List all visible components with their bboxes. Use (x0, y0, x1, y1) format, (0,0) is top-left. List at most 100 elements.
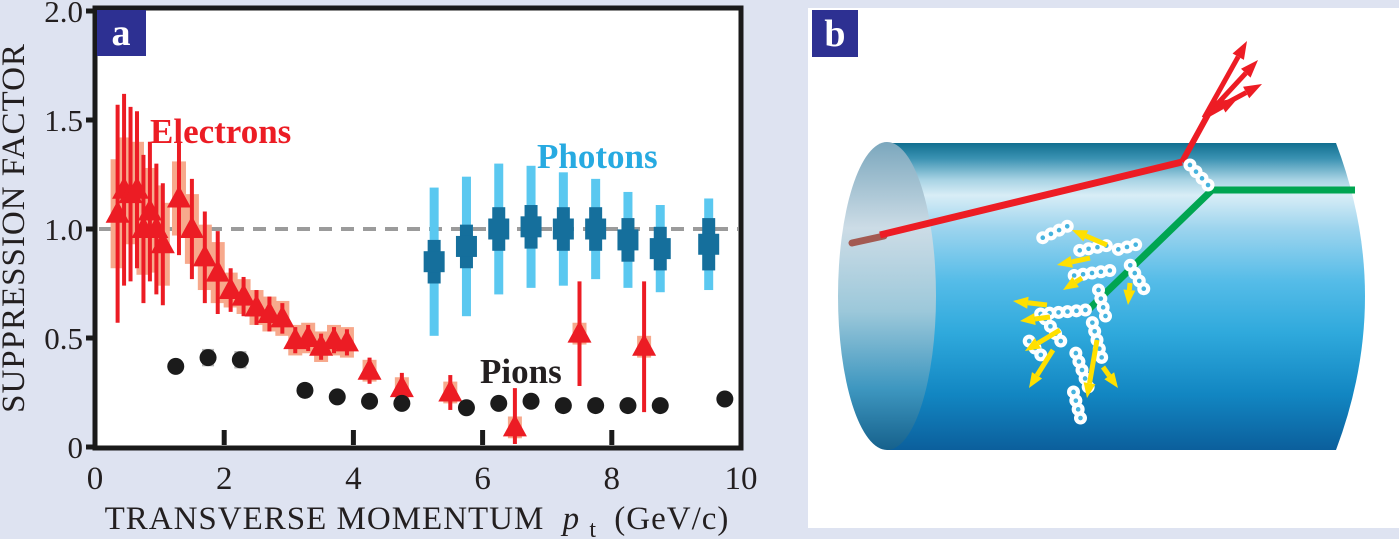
radiated-gluon-arrow-head (1083, 382, 1096, 398)
pion-point (199, 349, 217, 367)
coil-hole (1132, 270, 1138, 276)
pion-point (490, 394, 508, 412)
beam-stub (848, 232, 888, 247)
jet-arrow (1201, 55, 1241, 120)
coil-hole (1083, 307, 1088, 313)
coil-hole (1064, 223, 1070, 229)
coil-hole (1187, 162, 1193, 168)
electron-point (179, 216, 204, 238)
coil-hole (1073, 350, 1079, 356)
pion-point (554, 397, 572, 415)
coil-hole (1107, 268, 1113, 273)
y-axis-title: SUPPRESSION FACTOR (0, 43, 32, 413)
radiated-gluon-arrow (1034, 348, 1056, 377)
coil-hole (1100, 305, 1106, 310)
pion-point (167, 357, 185, 375)
electron-point (502, 414, 527, 437)
coil-hole (1056, 227, 1062, 233)
radiated-gluon-arrow (1074, 275, 1084, 285)
coil-hole (1089, 270, 1095, 276)
coil-hole (1026, 338, 1032, 344)
jet-arrows (1201, 41, 1262, 120)
electron-point (334, 329, 359, 352)
coil-hole (1078, 415, 1083, 421)
x-tick-label: 4 (345, 461, 362, 497)
photon-point (423, 251, 445, 273)
gluon-coil (1123, 258, 1151, 296)
axis-ticks (86, 8, 615, 450)
x-tick-label: 2 (216, 461, 233, 497)
electron-point (231, 283, 256, 306)
gluon-coil (1067, 263, 1117, 283)
coil-hole (1205, 182, 1211, 188)
electron-point (205, 259, 230, 282)
pions-series-label: Pions (480, 352, 562, 391)
coil-hole (1077, 248, 1083, 253)
coil-hole (1075, 407, 1081, 412)
x-axis-title-symbol: p (561, 501, 581, 537)
coil-hole (1127, 263, 1133, 268)
jet-arrow-head (1232, 41, 1247, 60)
electrons-series-label: Electrons (150, 112, 291, 151)
coil-hole (1095, 244, 1100, 250)
jet-arrow-head (1219, 98, 1238, 113)
radiated-gluon-arrow (1126, 282, 1133, 291)
coil-hole (1048, 231, 1054, 237)
panel-b-badge (812, 10, 858, 57)
radiated-gluon-arrows (1013, 230, 1136, 398)
coil-hole (1076, 359, 1082, 364)
electron-point (389, 375, 414, 398)
pion-point (619, 397, 637, 415)
jet-arrow-head (1243, 84, 1262, 99)
pion-point (393, 394, 411, 412)
pion-point (231, 351, 249, 369)
radiated-gluon-arrow (1036, 327, 1062, 346)
coil-hole (1038, 352, 1044, 358)
coil-hole (1040, 235, 1046, 241)
electron-point (270, 305, 295, 328)
x-tick-label: 0 (87, 461, 104, 497)
jet-arrow-head (1241, 60, 1258, 78)
coil-hole (1096, 287, 1101, 293)
coil-hole (1074, 308, 1079, 314)
gluon-coil (1067, 385, 1087, 425)
coil-hole (1073, 398, 1079, 403)
coil-hole (1048, 324, 1053, 329)
pion-point (651, 397, 669, 415)
coil-hole (1058, 338, 1064, 344)
plot-frame (92, 5, 744, 451)
coil-hole (1056, 310, 1061, 315)
x-axis-title-sub: t (589, 517, 597, 539)
coil-hole (1199, 176, 1205, 181)
electron-point (150, 231, 175, 254)
radiated-gluon-arrow-head (1020, 313, 1036, 325)
photon-point (488, 218, 510, 240)
coil-hole (1116, 247, 1121, 252)
pion-point (716, 390, 734, 408)
x-tick-label: 8 (604, 461, 621, 497)
electron-point (296, 325, 321, 347)
coil-hole (1098, 269, 1104, 275)
pion-point (361, 392, 379, 410)
radiated-gluon-arrow-head (1029, 372, 1043, 388)
radiated-gluon-arrow-head (1025, 338, 1041, 351)
radiated-gluon-arrow-head (1013, 296, 1029, 309)
coil-hole (1136, 278, 1142, 284)
electron-point (357, 357, 382, 380)
electron-point (124, 176, 149, 199)
y-tick-label: 1.0 (44, 212, 83, 247)
radiated-gluon-arrow (1034, 314, 1051, 322)
jet-arrow (1204, 104, 1224, 119)
kink-gluon-coil (1183, 158, 1215, 192)
photon-point (552, 218, 574, 240)
coil-hole (1103, 313, 1108, 319)
coil-hole (1071, 273, 1077, 278)
panel-a-badge (97, 10, 146, 56)
coil-hole (1065, 309, 1070, 314)
coil-hole (1092, 329, 1097, 334)
photon-point (455, 235, 477, 257)
coil-hole (1071, 389, 1076, 395)
electron-point (105, 200, 130, 223)
electron-point (438, 379, 463, 402)
